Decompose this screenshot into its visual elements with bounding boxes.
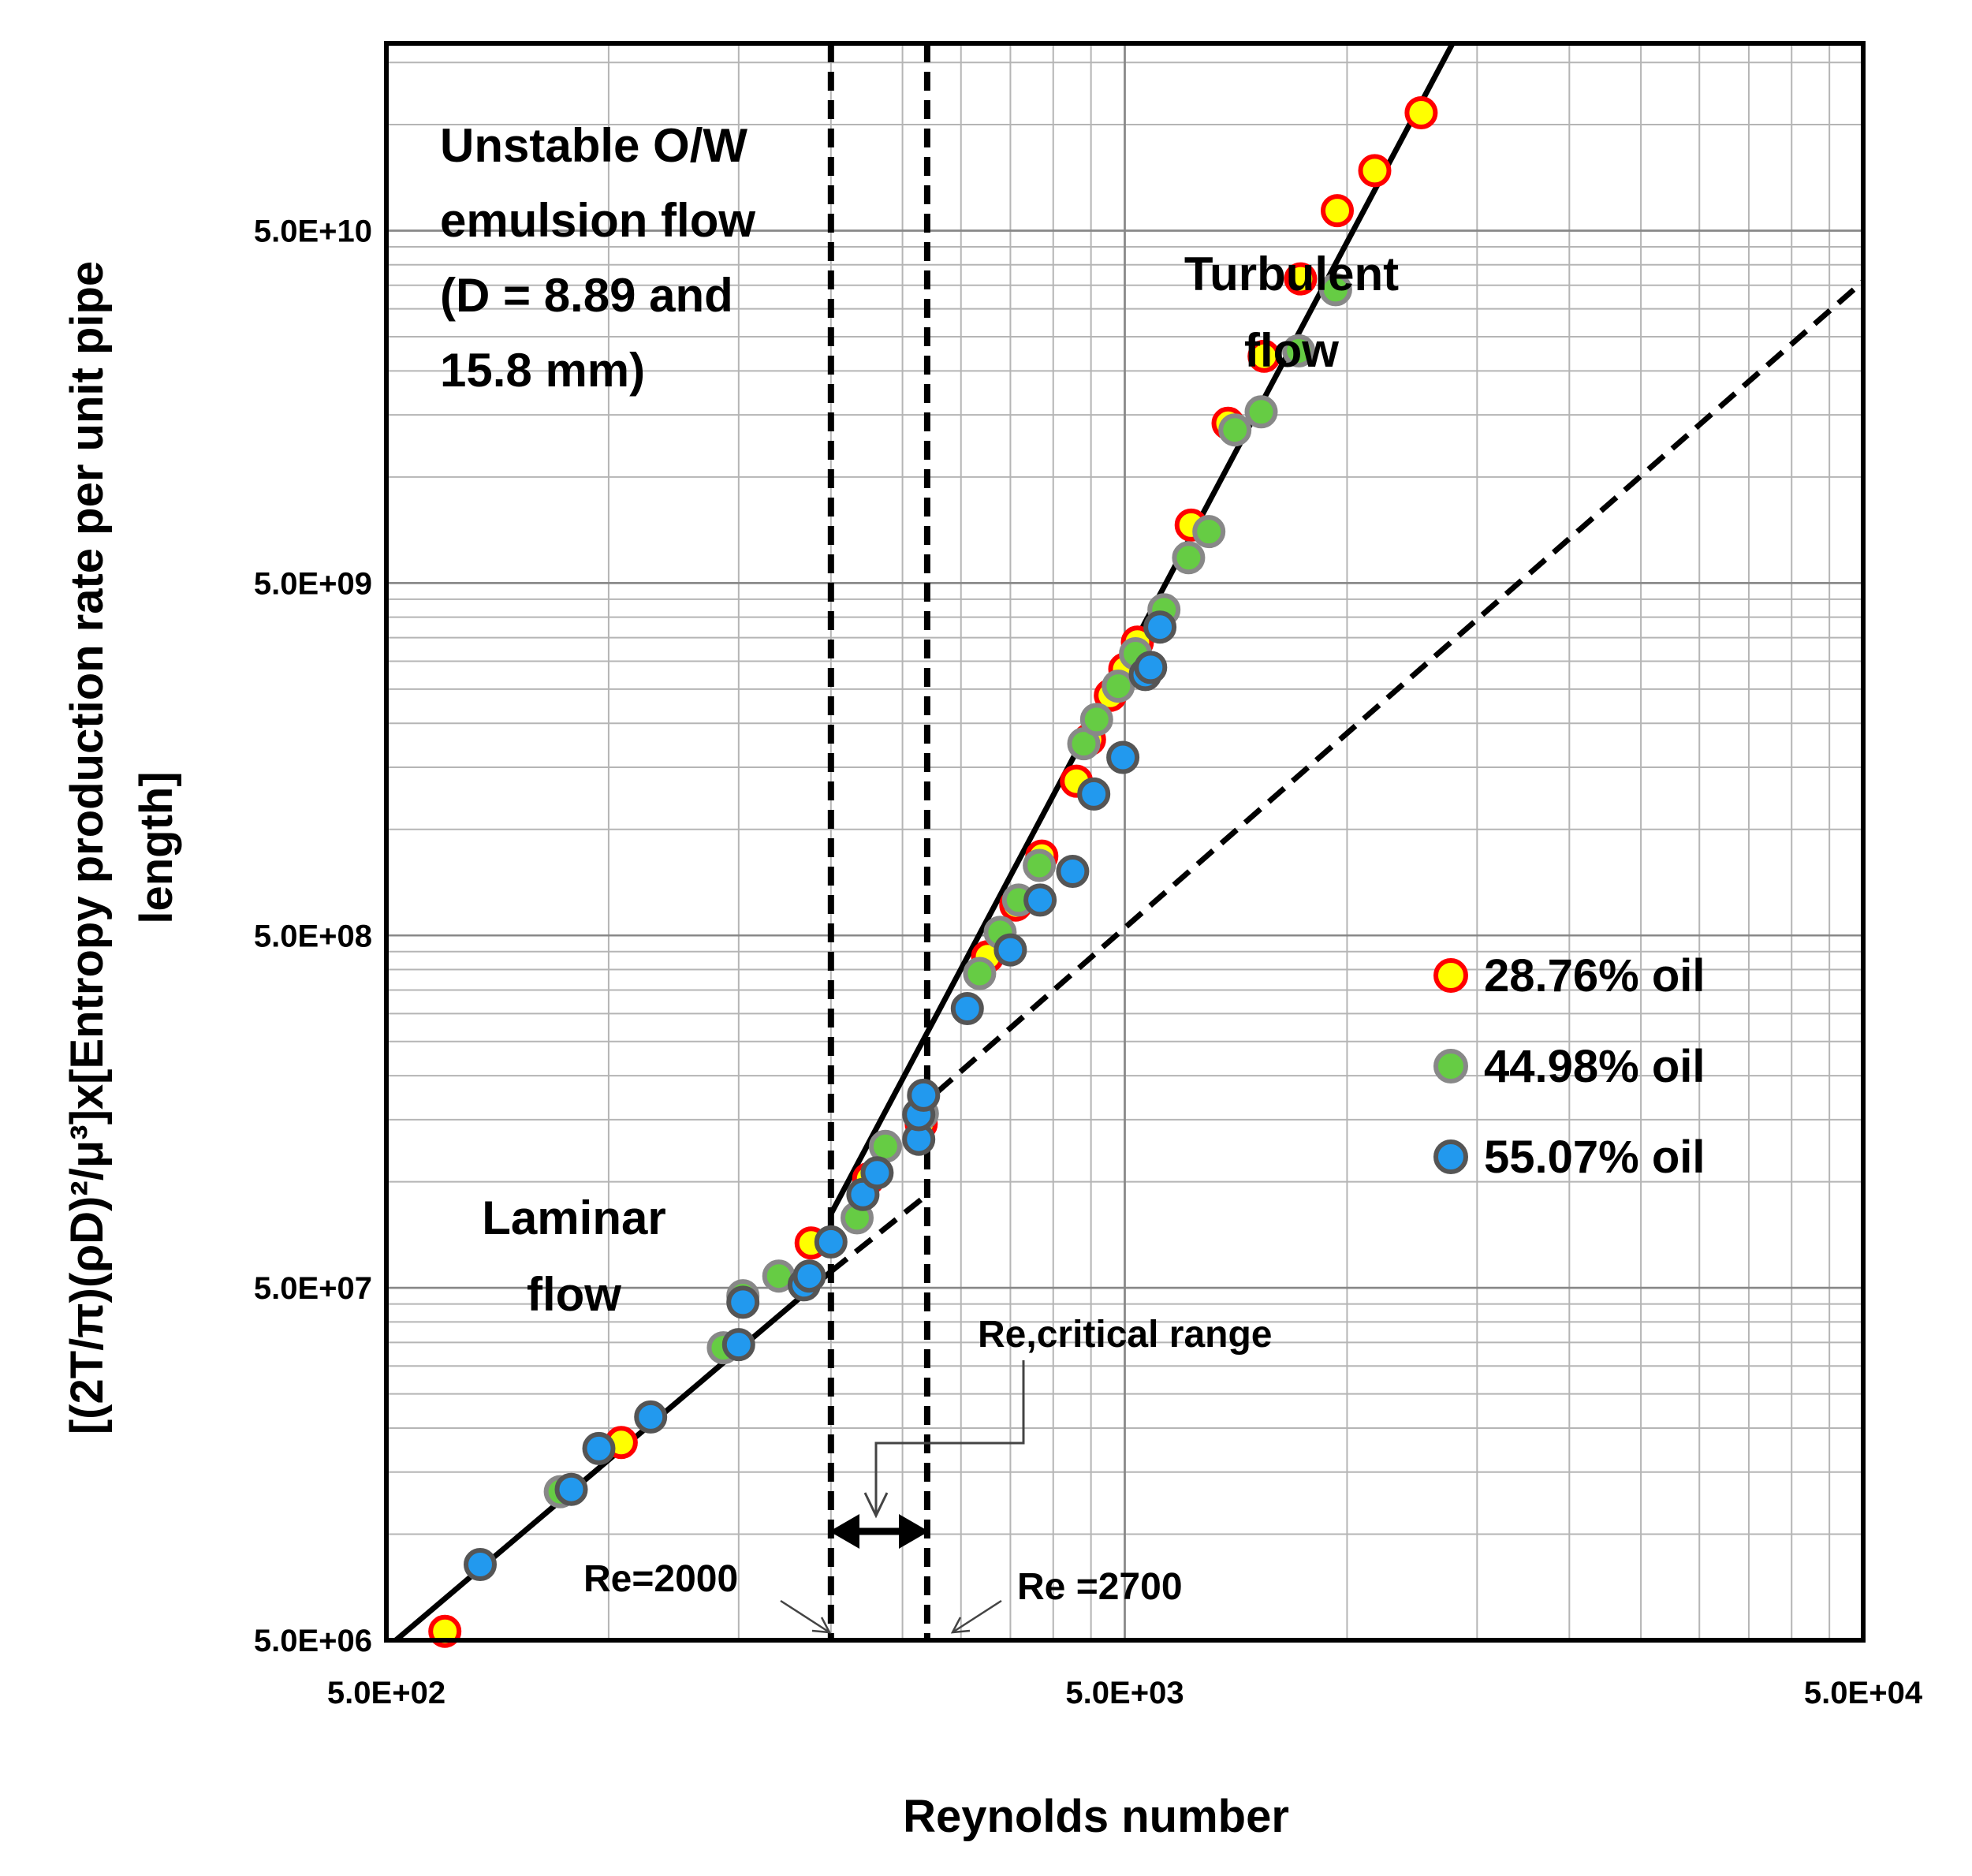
data-point-series-2 xyxy=(1282,334,1316,367)
legend-marker-series-2 xyxy=(1433,1049,1468,1083)
svg-text:(D = 8.89 and: (D = 8.89 and xyxy=(440,269,733,322)
data-point-series-3 xyxy=(792,1259,826,1293)
data-point-series-3 xyxy=(554,1472,588,1506)
data-point-series-2 xyxy=(1218,413,1252,447)
data-point-series-2 xyxy=(1192,515,1226,549)
svg-text:Re,critical range: Re,critical range xyxy=(978,1314,1273,1356)
data-point-series-1 xyxy=(1321,194,1354,228)
legend-marker-series-1 xyxy=(1433,958,1468,993)
x-tick-label: 5.0E+03 xyxy=(1065,1676,1184,1710)
critical-range-lines xyxy=(827,43,930,1640)
svg-text:Re =2700: Re =2700 xyxy=(1017,1566,1183,1608)
data-point-series-3 xyxy=(1023,883,1057,917)
y-tick-label: 5.0E+07 xyxy=(254,1271,372,1306)
data-point-series-3 xyxy=(1143,610,1177,644)
svg-text:Laminar: Laminar xyxy=(482,1192,665,1244)
legend-marker-series-3 xyxy=(1433,1139,1468,1174)
svg-text:flow: flow xyxy=(1244,324,1339,377)
data-point-series-2 xyxy=(1318,273,1352,307)
data-point-series-3 xyxy=(993,933,1027,967)
data-point-series-2 xyxy=(1023,848,1057,882)
svg-text:15.8 mm): 15.8 mm) xyxy=(440,344,645,397)
y-axis-title-line1: [(2T/π)(ρD)²/μ³]x[Entropy production rat… xyxy=(62,261,113,1434)
data-point-series-1 xyxy=(1247,339,1281,373)
data-point-series-1 xyxy=(1284,262,1318,296)
svg-text:Unstable O/W: Unstable O/W xyxy=(440,119,747,172)
svg-text:emulsion flow: emulsion flow xyxy=(440,194,755,247)
data-point-series-3 xyxy=(582,1431,616,1465)
data-point-series-3 xyxy=(1134,651,1168,684)
data-point-series-3 xyxy=(1106,740,1140,774)
legend-label-series-1: 28.76% oil xyxy=(1484,950,1705,1001)
svg-text:flow: flow xyxy=(527,1268,621,1321)
laminar-region-label: Laminar flow xyxy=(482,1192,665,1321)
data-point-series-3 xyxy=(634,1400,668,1434)
data-point-series-1 xyxy=(1358,154,1392,188)
y-tick-label: 5.0E+10 xyxy=(254,214,372,249)
data-point-series-3 xyxy=(950,992,984,1025)
y-tick-label: 5.0E+09 xyxy=(254,566,372,601)
svg-text:Re=2000: Re=2000 xyxy=(583,1558,738,1600)
legend-label-series-2: 44.98% oil xyxy=(1484,1041,1705,1092)
legend: 28.76% oil 44.98% oil 55.07% oil xyxy=(1433,950,1705,1183)
data-point-series-3 xyxy=(726,1285,760,1319)
data-point-series-3 xyxy=(860,1156,894,1190)
data-point-series-2 xyxy=(963,957,997,990)
x-tick-label: 5.0E+04 xyxy=(1804,1676,1923,1710)
data-point-series-3 xyxy=(464,1548,497,1581)
legend-label-series-3: 55.07% oil xyxy=(1484,1132,1705,1183)
re-2700-callout: Re =2700 xyxy=(950,1566,1183,1634)
data-point-series-2 xyxy=(1079,703,1113,737)
data-point-series-3 xyxy=(721,1328,755,1362)
data-points xyxy=(428,96,1438,1648)
plot-frame xyxy=(384,41,1866,1643)
data-point-series-3 xyxy=(1077,777,1111,811)
data-point-series-2 xyxy=(1172,541,1206,575)
critical-range-callout: Re,critical range xyxy=(829,1314,1273,1549)
x-tick-label: 5.0E+02 xyxy=(327,1676,445,1710)
turbulent-region-label: Turbulent flow xyxy=(1184,248,1399,377)
y-tick-label: 5.0E+08 xyxy=(254,919,372,953)
data-point-series-3 xyxy=(814,1225,848,1259)
data-point-series-2 xyxy=(1102,669,1135,703)
laminar-extrapolation-upper xyxy=(934,279,1866,1095)
svg-text:Turbulent: Turbulent xyxy=(1184,248,1399,300)
data-point-series-1 xyxy=(1404,96,1438,129)
y-tick-label: 5.0E+06 xyxy=(254,1624,372,1658)
x-axis-title: Reynolds number xyxy=(903,1791,1289,1842)
data-point-series-3 xyxy=(1056,855,1090,888)
re-2000-callout: Re=2000 xyxy=(583,1558,832,1634)
unstable-region-label: Unstable O/W emulsion flow (D = 8.89 and… xyxy=(440,119,755,397)
axis-tick-labels: 5.0E+02 5.0E+03 5.0E+04 5.0E+06 5.0E+07 5.0E+… xyxy=(254,214,1923,1710)
y-axis-title-line2: length] xyxy=(131,771,182,923)
data-point-series-2 xyxy=(868,1129,902,1163)
data-point-series-2 xyxy=(1244,395,1278,429)
data-point-series-3 xyxy=(907,1078,941,1112)
laminar-extrapolation xyxy=(829,1190,932,1274)
